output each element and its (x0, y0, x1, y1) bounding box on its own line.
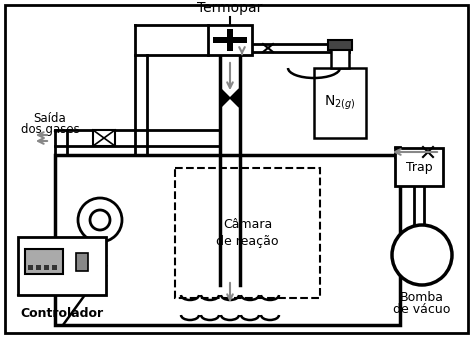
Text: Termopar: Termopar (197, 1, 263, 15)
Text: de reação: de reação (216, 235, 279, 247)
Bar (28, 265, 33, 270)
Bar (25, 249, 63, 274)
Text: Câmara: Câmara (223, 219, 272, 232)
Bar (55, 155, 400, 325)
Bar (93, 130, 115, 146)
Text: Bomba: Bomba (400, 291, 444, 304)
Bar (76, 253, 88, 271)
Bar (18, 237, 106, 295)
Text: Saída: Saída (34, 112, 66, 124)
Text: dos gases: dos gases (21, 123, 79, 137)
Circle shape (226, 36, 234, 44)
Bar (36, 265, 41, 270)
Bar (395, 148, 443, 186)
Text: de vácuo: de vácuo (393, 303, 451, 316)
Circle shape (78, 198, 122, 242)
Polygon shape (221, 89, 230, 107)
Bar (328, 40, 352, 50)
Bar (227, 29, 233, 51)
Bar (175, 168, 320, 298)
Bar (208, 25, 252, 55)
Bar (331, 48, 349, 68)
Circle shape (392, 225, 452, 285)
Text: N$_{2(g)}$: N$_{2(g)}$ (324, 94, 356, 112)
Bar (314, 68, 366, 138)
Text: Trap: Trap (406, 160, 432, 174)
Bar (213, 37, 247, 43)
Text: Controlador: Controlador (20, 307, 103, 320)
Polygon shape (230, 89, 239, 107)
Bar (44, 265, 49, 270)
Bar (52, 265, 57, 270)
Circle shape (90, 210, 110, 230)
